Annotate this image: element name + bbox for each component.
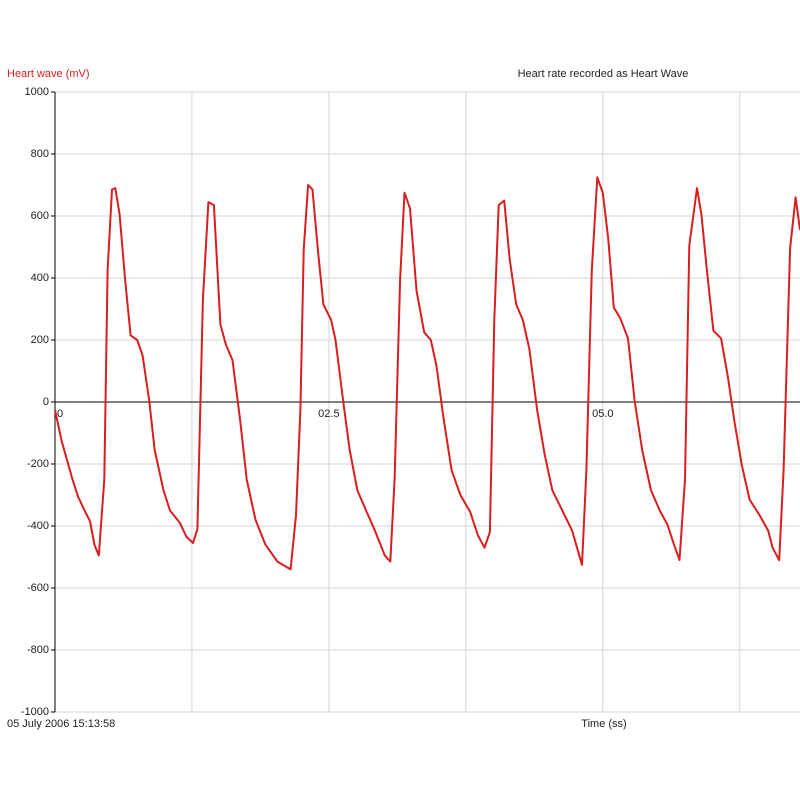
y-tick-label: -800 bbox=[27, 644, 49, 656]
x-tick-label: 02.5 bbox=[318, 408, 339, 420]
y-tick-label: 1000 bbox=[25, 86, 49, 98]
y-tick-label: 800 bbox=[31, 148, 49, 160]
y-tick-label: 600 bbox=[31, 210, 49, 222]
y-tick-label: -600 bbox=[27, 582, 49, 594]
x-axis-label: Time (ss) bbox=[581, 718, 626, 730]
y-tick-label: -400 bbox=[27, 520, 49, 532]
x-tick-label: 05.0 bbox=[592, 408, 613, 420]
y-tick-label: -1000 bbox=[21, 706, 49, 718]
y-tick-label: 0 bbox=[43, 396, 49, 408]
y-tick-label: 400 bbox=[31, 272, 49, 284]
heart-wave-line bbox=[55, 176, 800, 571]
y-tick-label: 200 bbox=[31, 334, 49, 346]
timestamp: 05 July 2006 15:13:58 bbox=[7, 718, 115, 730]
y-tick-label: -200 bbox=[27, 458, 49, 470]
x-tick-label: 0 bbox=[57, 408, 63, 420]
chart-title: Heart rate recorded as Heart Wave bbox=[518, 68, 689, 80]
y-axis-label: Heart wave (mV) bbox=[7, 68, 90, 80]
